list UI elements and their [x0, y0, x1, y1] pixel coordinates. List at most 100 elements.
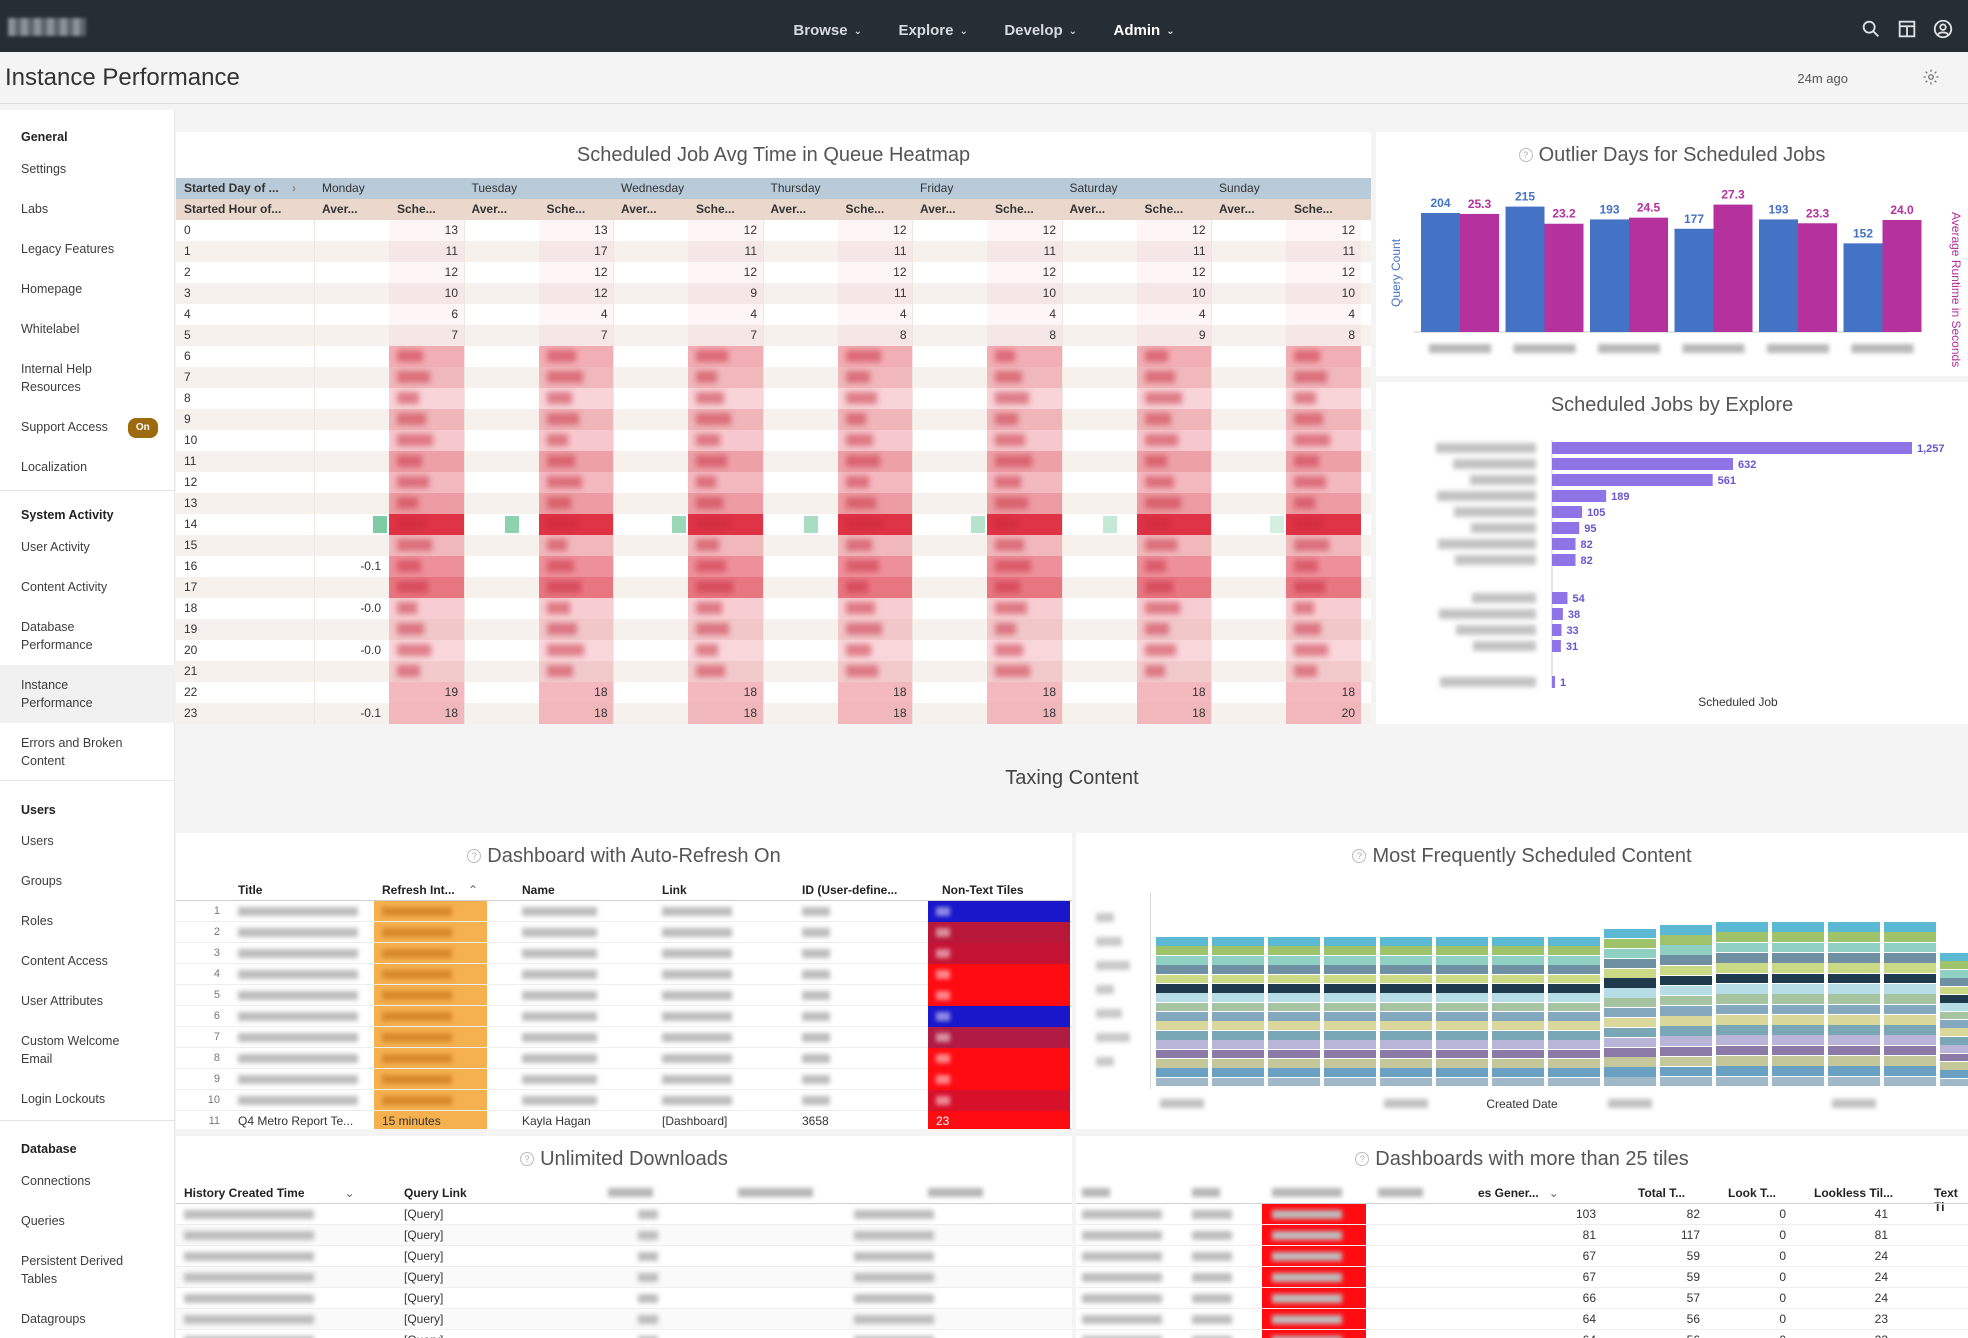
help-icon[interactable]: ? [1518, 148, 1533, 162]
table-row[interactable]: [Query] [176, 1225, 1072, 1246]
marketplace-icon[interactable] [1896, 18, 1918, 40]
table-row[interactable]: 66 57 0 24 [1076, 1288, 1968, 1309]
column-header[interactable]: Non-Text Tiles [942, 883, 1024, 897]
stacked-bar[interactable] [1940, 953, 1968, 1087]
sidebar-item-errors-broken-content[interactable]: Errors and Broken Content [21, 736, 123, 768]
sidebar-item-instance-performance[interactable]: Instance Performance [21, 678, 93, 710]
column-header[interactable]: Name [522, 883, 555, 897]
sidebar-item-support-access[interactable]: Support Access On [21, 418, 169, 438]
table-row[interactable]: [Query] [176, 1246, 1072, 1267]
table-row[interactable]: 9 [176, 1069, 1072, 1090]
measure-header[interactable]: Aver... [770, 202, 807, 216]
help-icon[interactable]: ? [1355, 1152, 1370, 1166]
measure-header[interactable]: Sche... [1144, 202, 1184, 216]
table-row[interactable]: 67 59 0 24 [1076, 1267, 1968, 1288]
help-icon[interactable]: ? [1352, 849, 1367, 863]
stacked-bar[interactable] [1772, 922, 1824, 1087]
sidebar-item-login-lockouts[interactable]: Login Lockouts [21, 1092, 106, 1106]
nav-explore[interactable]: Explore ⌄ [898, 0, 967, 63]
stacked-bar[interactable] [1156, 937, 1208, 1087]
table-row[interactable]: 11 Q4 Metro Report Te... 15 minutes Kayla H… [176, 1111, 1072, 1129]
table-row[interactable]: 64 56 0 23 [1076, 1309, 1968, 1330]
cell-link[interactable]: [Dashboard] [662, 1114, 728, 1128]
gear-icon[interactable] [1922, 68, 1940, 86]
chevron-right-icon[interactable]: › [292, 181, 296, 195]
sidebar-item-user-attributes[interactable]: User Attributes [21, 994, 103, 1008]
table-row[interactable]: 67 59 0 24 [1076, 1246, 1968, 1267]
table-row[interactable]: [Query] [176, 1288, 1072, 1309]
stacked-bar[interactable] [1324, 937, 1376, 1087]
table-row[interactable]: 10 [176, 1090, 1072, 1111]
sidebar-item-roles[interactable]: Roles [21, 914, 53, 928]
sidebar-item-labs[interactable]: Labs [21, 202, 49, 216]
column-header[interactable]: Title [238, 883, 263, 897]
column-header[interactable]: Lookless Til... [1814, 1186, 1894, 1200]
sidebar-item-user-activity[interactable]: User Activity [21, 540, 90, 554]
sidebar-item-localization[interactable]: Localization [21, 460, 88, 474]
query-link[interactable]: [Query] [404, 1270, 444, 1284]
measure-header[interactable]: Aver... [1069, 202, 1106, 216]
column-header[interactable]: Text Ti [1934, 1186, 1958, 1214]
day-header[interactable]: Thursday [770, 181, 821, 195]
measure-header[interactable]: Sche... [995, 202, 1034, 216]
column-header[interactable]: Query Link [404, 1186, 467, 1200]
sidebar-item-content-activity[interactable]: Content Activity [21, 580, 108, 594]
measure-header[interactable]: Sche... [546, 202, 586, 216]
column-header[interactable]: Look T... [1728, 1186, 1776, 1200]
measure-header[interactable]: Sche... [1294, 202, 1333, 216]
day-header[interactable]: Saturday [1069, 181, 1118, 195]
search-icon[interactable] [1860, 18, 1882, 40]
table-row[interactable]: 103 82 0 41 [1076, 1204, 1968, 1225]
table-row[interactable]: 1 [176, 901, 1072, 922]
stacked-bar[interactable] [1660, 925, 1712, 1087]
help-icon[interactable]: ? [520, 1152, 535, 1166]
nav-develop[interactable]: Develop ⌄ [1004, 0, 1077, 63]
sidebar-item-database-performance[interactable]: Database Performance [21, 620, 93, 652]
stacked-bar[interactable] [1492, 937, 1544, 1087]
stacked-bar[interactable] [1884, 922, 1936, 1087]
query-link[interactable]: [Query] [404, 1312, 444, 1326]
stacked-bar[interactable] [1436, 937, 1488, 1087]
nav-browse[interactable]: Browse ⌄ [793, 0, 862, 63]
day-header[interactable]: Friday [920, 181, 954, 195]
stacked-bar[interactable] [1828, 922, 1880, 1087]
table-row[interactable]: 5 [176, 985, 1072, 1006]
help-icon[interactable]: ? [467, 849, 482, 863]
column-header[interactable]: Link [662, 883, 687, 897]
table-row[interactable]: [Query] [176, 1204, 1072, 1225]
table-row[interactable]: 4 [176, 964, 1072, 985]
sidebar-item-queries[interactable]: Queries [21, 1214, 65, 1228]
query-link[interactable]: [Query] [404, 1291, 444, 1305]
column-header[interactable]: es Gener... ⌄ [1478, 1186, 1559, 1200]
sidebar-item-homepage[interactable]: Homepage [21, 282, 83, 296]
sidebar-item-users[interactable]: Users [21, 834, 54, 848]
column-header[interactable]: Total T... [1638, 1186, 1686, 1200]
nav-admin[interactable]: Admin ⌄ [1114, 0, 1175, 63]
measure-header[interactable]: Aver... [621, 202, 657, 216]
sidebar-item-content-access[interactable]: Content Access [21, 954, 108, 968]
column-header[interactable]: Refresh Int... ⌃ [382, 883, 478, 897]
measure-header[interactable]: Sche... [397, 202, 436, 216]
query-link[interactable]: [Query] [404, 1330, 443, 1338]
table-row[interactable]: [Query] [176, 1267, 1072, 1288]
query-link[interactable]: [Query] [404, 1228, 444, 1242]
table-row[interactable]: 81 117 0 81 [1076, 1225, 1968, 1246]
column-header[interactable]: ID (User-define... [802, 883, 898, 897]
stacked-bar[interactable] [1604, 929, 1656, 1087]
sidebar-item-datagroups[interactable]: Datagroups [21, 1312, 86, 1326]
logo[interactable] [8, 18, 86, 36]
table-row[interactable]: 8 [176, 1048, 1072, 1069]
stacked-bar[interactable] [1716, 922, 1768, 1087]
measure-header[interactable]: Aver... [471, 202, 508, 216]
measure-header[interactable]: Aver... [920, 202, 956, 216]
sidebar-item-legacy-features[interactable]: Legacy Features [21, 242, 115, 256]
measure-header[interactable]: Sche... [696, 202, 735, 216]
measure-header[interactable]: Aver... [1219, 202, 1255, 216]
column-header[interactable]: History Created Time ⌄ [184, 1186, 355, 1200]
query-link[interactable]: [Query] [404, 1207, 444, 1221]
measure-header[interactable]: Sche... [845, 202, 885, 216]
table-row[interactable]: [Query] [176, 1309, 1072, 1330]
table-row[interactable]: 3 [176, 943, 1072, 964]
table-row[interactable]: [Query] [176, 1330, 1072, 1338]
sidebar-item-connections[interactable]: Connections [21, 1174, 91, 1188]
